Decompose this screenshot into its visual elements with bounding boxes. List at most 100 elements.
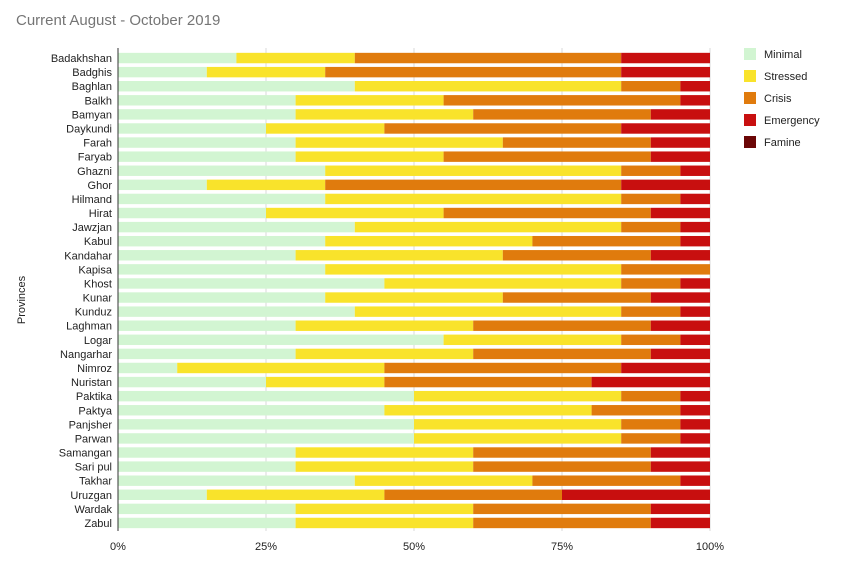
bar-segment-emergency[interactable] [650,461,710,472]
bar-segment-minimal[interactable] [118,320,296,331]
bar-segment-crisis[interactable] [443,151,651,162]
bar-segment-stressed[interactable] [295,137,503,148]
bar-segment-crisis[interactable] [621,419,681,430]
bar-segment-crisis[interactable] [621,334,681,346]
bar-segment-emergency[interactable] [650,137,710,148]
bar-segment-stressed[interactable] [295,517,474,529]
legend-item-stressed[interactable]: Stressed [744,70,807,83]
bar-segment-crisis[interactable] [473,461,651,472]
bar-segment-crisis[interactable] [384,362,622,374]
bar-segment-crisis[interactable] [473,447,651,458]
bar-segment-minimal[interactable] [118,52,237,64]
bar-segment-minimal[interactable] [118,66,207,78]
bar-segment-crisis[interactable] [384,489,562,500]
bar-segment-emergency[interactable] [621,52,710,64]
bar-segment-minimal[interactable] [118,376,266,388]
bar-segment-crisis[interactable] [532,235,681,247]
bar-segment-stressed[interactable] [354,81,622,92]
bar-segment-crisis[interactable] [621,221,681,233]
bar-segment-stressed[interactable] [295,320,474,331]
bar-segment-emergency[interactable] [680,419,710,430]
bar-segment-minimal[interactable] [118,235,326,247]
bar-segment-stressed[interactable] [266,376,385,388]
bar-segment-crisis[interactable] [621,165,681,176]
bar-segment-minimal[interactable] [118,165,326,176]
bar-segment-crisis[interactable] [502,137,651,148]
bar-segment-crisis[interactable] [621,264,710,275]
bar-segment-emergency[interactable] [650,151,710,162]
bar-segment-emergency[interactable] [680,235,710,247]
bar-segment-stressed[interactable] [325,165,622,176]
bar-segment-minimal[interactable] [118,109,296,120]
bar-segment-stressed[interactable] [295,447,474,458]
bar-segment-minimal[interactable] [118,207,266,219]
bar-segment-crisis[interactable] [591,405,681,416]
bar-segment-stressed[interactable] [354,221,622,233]
bar-segment-minimal[interactable] [118,292,326,303]
bar-segment-crisis[interactable] [621,278,681,289]
bar-segment-stressed[interactable] [443,334,622,346]
bar-segment-emergency[interactable] [680,95,710,106]
bar-segment-emergency[interactable] [591,376,710,388]
legend-item-emergency[interactable]: Emergency [744,114,820,127]
bar-segment-stressed[interactable] [295,461,474,472]
bar-segment-crisis[interactable] [621,193,681,205]
bar-segment-crisis[interactable] [325,179,622,191]
bar-segment-minimal[interactable] [118,81,355,92]
bar-segment-emergency[interactable] [650,250,710,261]
bar-segment-stressed[interactable] [295,95,444,106]
bar-segment-stressed[interactable] [206,179,326,191]
bar-segment-stressed[interactable] [236,52,355,64]
bar-segment-minimal[interactable] [118,461,296,472]
bar-segment-stressed[interactable] [354,475,533,486]
legend-item-minimal[interactable]: Minimal [744,48,802,61]
bar-segment-crisis[interactable] [473,320,651,331]
bar-segment-crisis[interactable] [621,433,681,444]
bar-segment-stressed[interactable] [295,109,474,120]
bar-segment-crisis[interactable] [473,517,651,529]
bar-segment-crisis[interactable] [621,306,681,317]
bar-segment-stressed[interactable] [414,390,622,402]
bar-segment-minimal[interactable] [118,348,296,360]
bar-segment-emergency[interactable] [680,475,710,486]
bar-segment-stressed[interactable] [295,348,474,360]
bar-segment-minimal[interactable] [118,362,178,374]
bar-segment-emergency[interactable] [650,292,710,303]
bar-segment-minimal[interactable] [118,264,326,275]
bar-segment-stressed[interactable] [295,151,444,162]
bar-segment-emergency[interactable] [621,362,710,374]
bar-segment-stressed[interactable] [414,433,622,444]
bar-segment-minimal[interactable] [118,503,296,515]
bar-segment-emergency[interactable] [680,278,710,289]
bar-segment-emergency[interactable] [680,390,710,402]
bar-segment-minimal[interactable] [118,250,296,261]
bar-segment-emergency[interactable] [650,320,710,331]
legend-item-famine[interactable]: Famine [744,136,801,149]
bar-segment-emergency[interactable] [680,81,710,92]
bar-segment-emergency[interactable] [680,334,710,346]
bar-segment-emergency[interactable] [650,447,710,458]
bar-segment-crisis[interactable] [443,207,651,219]
bar-segment-stressed[interactable] [384,405,592,416]
bar-segment-minimal[interactable] [118,95,296,106]
bar-segment-stressed[interactable] [414,419,622,430]
bar-segment-crisis[interactable] [621,390,681,402]
bar-segment-stressed[interactable] [325,193,622,205]
bar-segment-emergency[interactable] [680,306,710,317]
bar-segment-emergency[interactable] [680,221,710,233]
bar-segment-crisis[interactable] [354,52,622,64]
bar-segment-emergency[interactable] [650,517,710,529]
bar-segment-minimal[interactable] [118,137,296,148]
bar-segment-minimal[interactable] [118,405,385,416]
bar-segment-stressed[interactable] [177,362,385,374]
bar-segment-minimal[interactable] [118,278,385,289]
bar-segment-crisis[interactable] [473,348,651,360]
bar-segment-crisis[interactable] [384,376,592,388]
bar-segment-emergency[interactable] [650,207,710,219]
bar-segment-crisis[interactable] [443,95,681,106]
bar-segment-emergency[interactable] [621,123,710,134]
bar-segment-minimal[interactable] [118,433,414,444]
bar-segment-emergency[interactable] [680,433,710,444]
bar-segment-stressed[interactable] [325,292,503,303]
bar-segment-crisis[interactable] [502,250,651,261]
